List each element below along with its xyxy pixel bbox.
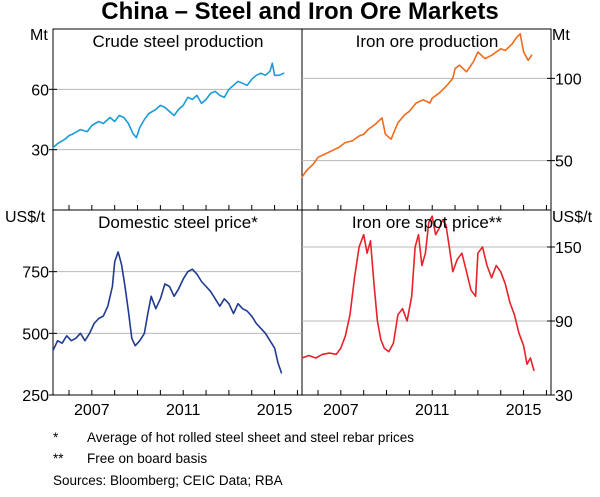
x-tick-label-domestic-steel-price: 2007: [74, 402, 110, 419]
panel-title-domestic-steel-price: Domestic steel price*: [98, 213, 258, 232]
gridlines: [53, 77, 551, 334]
y-tick-label-iron-ore-spot-price: 150: [555, 240, 582, 257]
panel-title-iron-ore-spot-price: Iron ore spot price**: [352, 213, 503, 232]
unit-bottom-right: US$/t: [552, 209, 593, 226]
panel-title-crude-steel: Crude steel production: [92, 32, 263, 51]
y-tick-label-crude-steel: 30: [31, 143, 49, 160]
x-tick-label-iron-ore-spot-price: 2007: [323, 402, 359, 419]
y-tick-label-iron-ore-production: 100: [555, 71, 582, 88]
y-tick-label-domestic-steel-price: 750: [22, 265, 49, 282]
unit-top-left: Mt: [30, 27, 48, 44]
footnote-2-marker: **: [53, 451, 64, 466]
y-tick-label-domestic-steel-price: 500: [22, 326, 49, 343]
series-line-crude-steel: [52, 62, 285, 149]
series-layer: [52, 33, 535, 374]
series-line-iron-ore-spot-price: [301, 215, 535, 372]
x-tick-label-domestic-steel-price: 2011: [166, 402, 201, 419]
series-line-domestic-steel-price: [52, 251, 283, 374]
footnote-1-text: Average of hot rolled steel sheet and st…: [87, 430, 414, 445]
sources: Sources: Bloomberg; CEIC Data; RBA: [53, 473, 283, 488]
footnote-1-marker: *: [53, 430, 59, 445]
unit-top-right: Mt: [552, 27, 570, 44]
x-tick-label-domestic-steel-price: 2015: [257, 402, 293, 419]
x-tick-label-iron-ore-spot-price: 2015: [506, 402, 542, 419]
chart-title: China – Steel and Iron Ore Markets: [101, 0, 498, 25]
unit-bottom-left: US$/t: [5, 209, 46, 226]
y-tick-label-domestic-steel-price: 250: [22, 388, 49, 405]
panel-frame: [52, 28, 552, 396]
panel-title-iron-ore-production: Iron ore production: [356, 32, 499, 51]
x-tick-label-iron-ore-spot-price: 2011: [415, 402, 450, 419]
y-tick-label-iron-ore-production: 50: [555, 154, 573, 171]
footnote-2-text: Free on board basis: [87, 451, 207, 466]
series-line-iron-ore-production: [301, 33, 533, 178]
tick-labels: 30 60 50 100 250 500 750 2007 2011 2015 30 90 150 200…: [22, 71, 582, 419]
y-tick-label-crude-steel: 60: [31, 82, 49, 99]
y-tick-label-iron-ore-spot-price: 90: [555, 314, 573, 331]
y-tick-label-iron-ore-spot-price: 30: [555, 388, 573, 405]
